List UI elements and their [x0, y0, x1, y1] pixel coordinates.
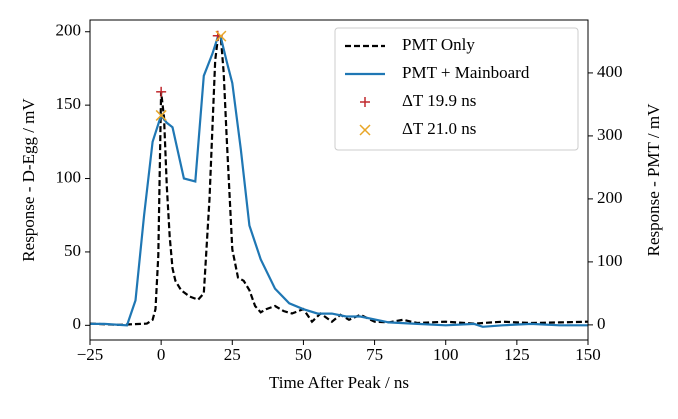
x-tick-label: 150 — [575, 345, 601, 364]
plot-frame — [89, 19, 589, 341]
marker — [155, 109, 167, 121]
x-tick-label: 25 — [224, 345, 241, 364]
marker-stroke — [359, 124, 371, 136]
x-tick-label: −25 — [77, 345, 104, 364]
x-axis-label: Time After Peak / ns — [269, 373, 409, 392]
y-tick-label: 50 — [64, 241, 81, 260]
y2-tick-label: 0 — [597, 314, 606, 333]
y2-tick-label: 200 — [597, 188, 623, 207]
y2-axis-label: Response - PMT / mV — [644, 103, 663, 256]
marker — [360, 97, 370, 107]
legend-label: ΔT 19.9 ns — [402, 91, 476, 110]
legend-label: PMT Only — [402, 35, 475, 54]
y2-tick-label: 400 — [597, 62, 623, 81]
marker — [156, 86, 167, 97]
y2-tick-label: 100 — [597, 251, 623, 270]
y-axis-label: Response - D-Egg / mV — [19, 98, 38, 262]
y-tick-label: 100 — [56, 167, 82, 186]
y-tick-label: 150 — [56, 94, 82, 113]
marker-stroke — [215, 30, 227, 42]
legend-label: ΔT 21.0 ns — [402, 119, 476, 138]
marker — [215, 30, 227, 42]
x-tick-label: 75 — [366, 345, 383, 364]
y-tick-label: 0 — [73, 314, 82, 333]
legend-label: PMT + Mainboard — [402, 63, 530, 82]
x-tick-label: 0 — [157, 345, 166, 364]
y-tick-label: 200 — [56, 21, 82, 40]
x-tick-label: 50 — [295, 345, 312, 364]
x-tick-label: 125 — [504, 345, 530, 364]
y2-tick-label: 300 — [597, 125, 623, 144]
x-tick-label: 100 — [433, 345, 459, 364]
marker-stroke — [155, 109, 167, 121]
marker — [359, 124, 371, 136]
legend-box — [334, 27, 579, 151]
